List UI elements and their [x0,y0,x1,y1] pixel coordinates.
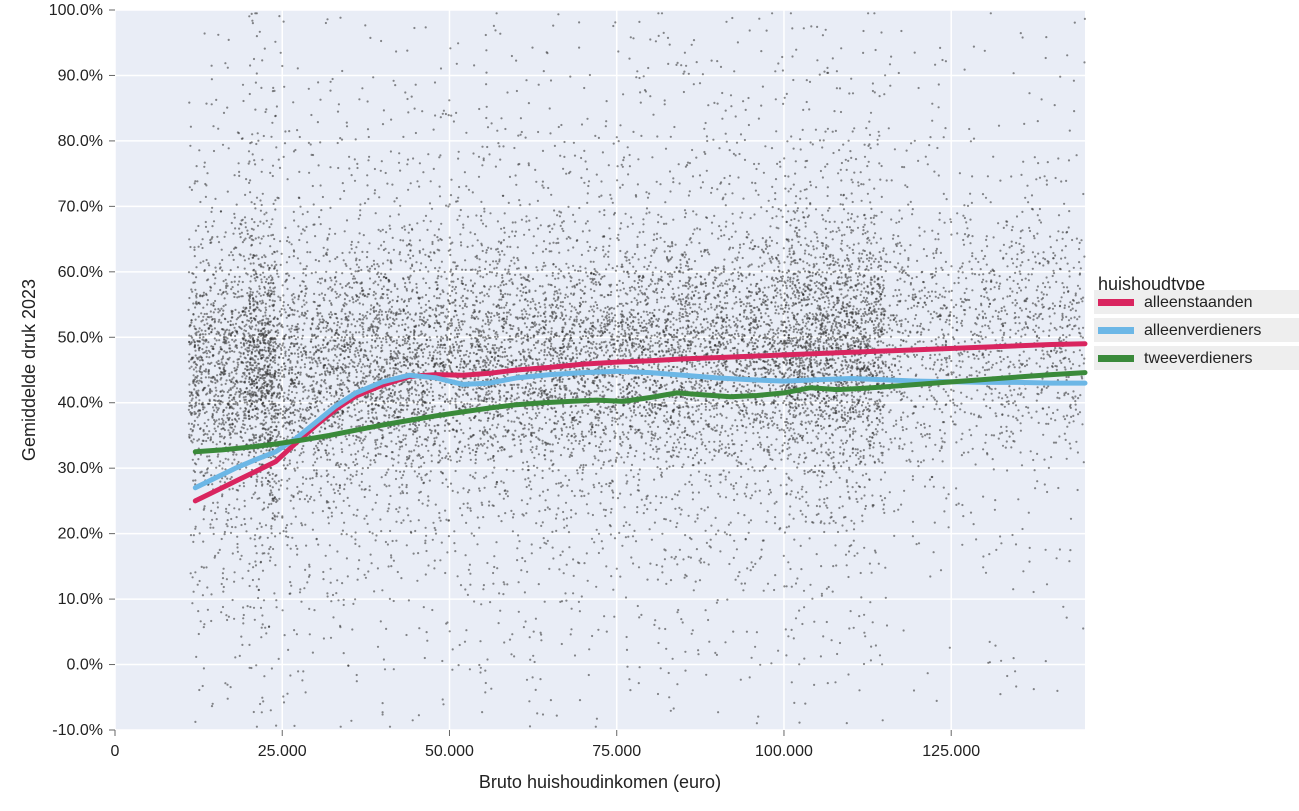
legend-item-label: tweeverdieners [1144,350,1253,367]
x-tick-label: 100.000 [755,743,813,760]
legend: huishoudtypealleenstaandenalleenverdiene… [1094,274,1299,370]
y-tick-label: 40.0% [58,395,103,412]
legend-swatch [1098,327,1134,334]
x-tick-label: 125.000 [922,743,980,760]
scatter-chart: 0 25.000 50.000 75.000 100.000 125.000 -10.0% 0… [0,0,1299,811]
x-axis-label: Bruto huishoudinkomen (euro) [479,772,721,792]
legend-swatch [1098,299,1134,306]
x-tick-label: 75.000 [592,743,641,760]
y-tick-label: 60.0% [58,264,103,281]
y-tick-label: 0.0% [67,657,103,674]
legend-item-label: alleenverdieners [1144,322,1261,339]
y-tick-label: 100.0% [49,2,103,19]
y-tick-label: -10.0% [52,722,103,739]
y-tick-label: 30.0% [58,460,103,477]
x-tick-label: 25.000 [258,743,307,760]
y-tick-label: 50.0% [58,329,103,346]
y-tick-label: 10.0% [58,591,103,608]
y-tick-label: 70.0% [58,198,103,215]
x-tick-label: 0 [111,743,120,760]
chart-container: 0 25.000 50.000 75.000 100.000 125.000 -10.0% 0… [0,0,1299,811]
legend-swatch [1098,355,1134,362]
y-tick-label: 80.0% [58,133,103,150]
y-tick-label: 90.0% [58,67,103,84]
x-tick-label: 50.000 [425,743,474,760]
y-tick-label: 20.0% [58,526,103,543]
y-axis-label: Gemiddelde druk 2023 [19,279,39,461]
legend-item-label: alleenstaanden [1144,294,1253,311]
